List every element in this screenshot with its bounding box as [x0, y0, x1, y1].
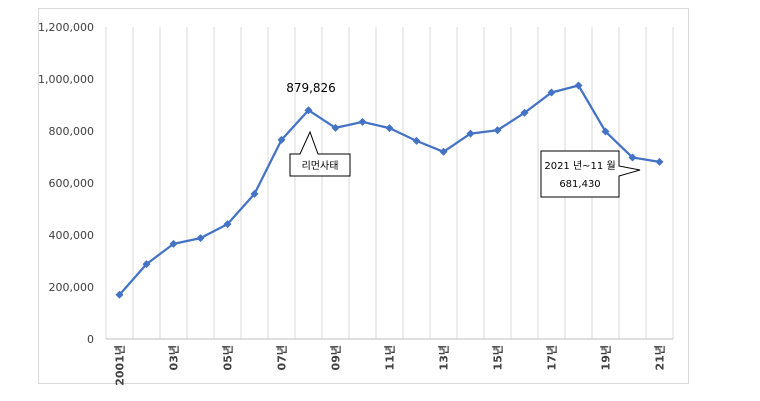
y-tick-label: 400,000	[49, 229, 95, 242]
x-axis: 2001년 03년 05년 07년 09년 11년 13년 15년 17년 19년 21년	[106, 338, 673, 386]
y-tick-label: 1,000,000	[38, 73, 94, 86]
x-tick-label: 11년	[383, 345, 397, 370]
x-tick-label: 21년	[653, 345, 667, 370]
x-tick-label: 03년	[167, 345, 181, 370]
data-point-marker	[304, 106, 313, 115]
x-tick-label: 19년	[599, 345, 613, 370]
x-tick-label: 13년	[437, 345, 451, 370]
data-point-marker	[358, 117, 367, 126]
callout-2021-text-line2: 681,430	[559, 179, 600, 190]
y-tick-label: 800,000	[49, 125, 95, 138]
series-layer	[115, 81, 664, 299]
data-point-marker	[466, 129, 475, 138]
y-tick-label: 1,200,000	[38, 21, 94, 34]
x-tick-label: 15년	[491, 345, 505, 370]
data-point-marker	[385, 124, 394, 133]
data-point-marker	[196, 234, 205, 243]
data-point-marker	[115, 290, 124, 299]
y-tick-label: 0	[87, 333, 94, 346]
data-point-marker	[655, 157, 664, 166]
data-point-marker	[250, 189, 259, 198]
data-point-marker	[277, 135, 286, 144]
data-point-marker	[223, 220, 232, 229]
peak-value-label: 879,826	[286, 81, 336, 95]
data-point-marker	[520, 108, 529, 117]
callout-lehman-box	[289, 130, 351, 177]
x-tick-label: 17년	[545, 345, 559, 370]
y-tick-label: 600,000	[49, 177, 95, 190]
callout-2021-box	[540, 150, 641, 198]
data-point-marker	[628, 153, 637, 162]
data-point-marker	[412, 136, 421, 145]
data-point-marker	[439, 147, 448, 156]
data-point-marker	[574, 81, 583, 90]
callout-lehman-text: 리먼사태	[302, 160, 339, 172]
x-tick-label: 05년	[221, 345, 235, 370]
data-point-marker	[547, 88, 556, 97]
data-point-marker	[493, 126, 502, 135]
x-tick-label: 09년	[329, 345, 343, 370]
x-tick-label: 07년	[275, 345, 289, 370]
callout-2021-text-line1: 2021 년~11 월	[544, 160, 615, 172]
x-tick-label: 2001년	[113, 345, 127, 386]
y-tick-label: 200,000	[49, 281, 95, 294]
data-point-marker	[601, 127, 610, 136]
y-axis: 0 200,000 400,000 600,000 800,000 1,000,000 1,…	[38, 21, 94, 346]
data-point-marker	[142, 260, 151, 269]
data-point-marker	[331, 123, 340, 132]
data-point-marker	[169, 239, 178, 248]
